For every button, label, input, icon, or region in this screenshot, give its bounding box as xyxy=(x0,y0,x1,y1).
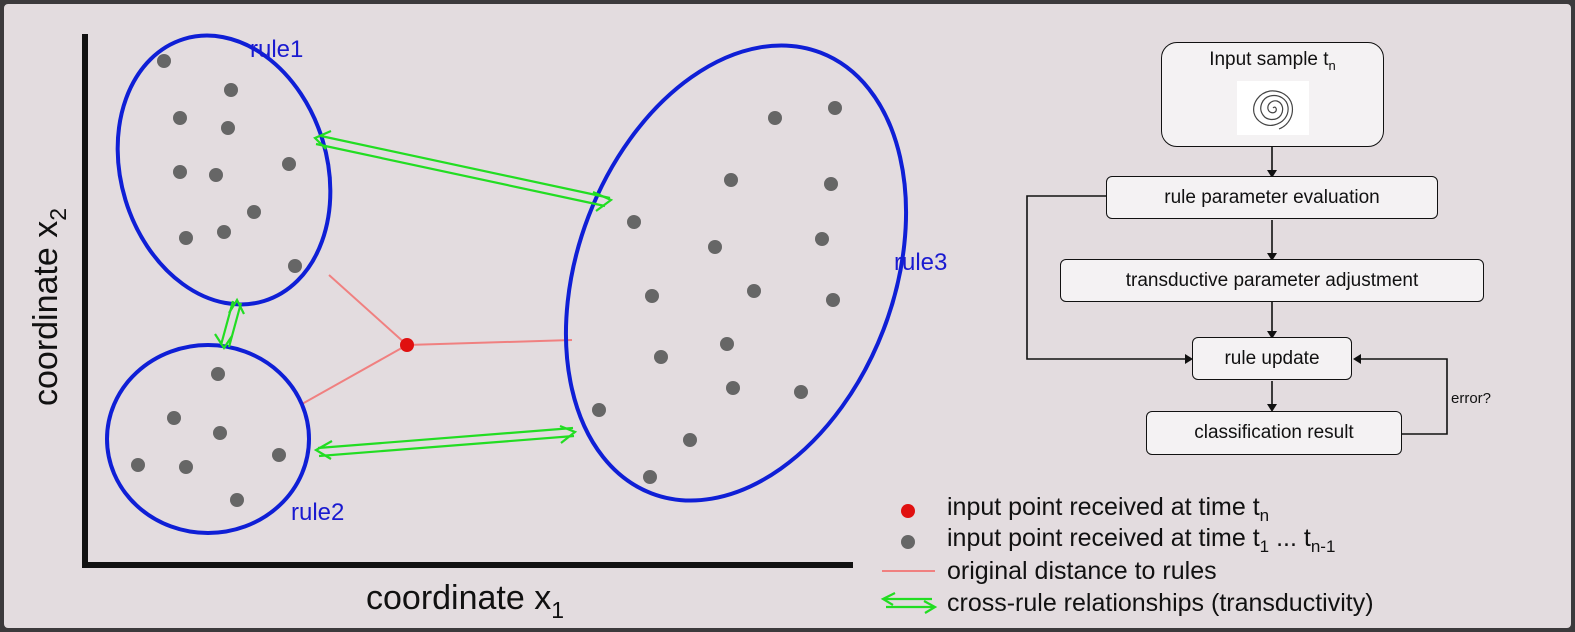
legend-gray-label: input point received at time t1 ... tn-1 xyxy=(947,524,1336,556)
sample-point xyxy=(708,240,722,254)
sample-point xyxy=(282,157,296,171)
sample-point xyxy=(720,337,734,351)
classification-result-box: classification result xyxy=(1146,411,1402,455)
transductive-adjustment-box: transductive parameter adjustment xyxy=(1060,259,1484,302)
sample-point xyxy=(209,168,223,182)
sample-point xyxy=(645,289,659,303)
rule2-label: rule2 xyxy=(291,499,344,526)
distance-line-rule2 xyxy=(301,344,408,405)
sample-point xyxy=(272,448,286,462)
sample-point xyxy=(179,231,193,245)
sample-point xyxy=(592,403,606,417)
sample-point xyxy=(794,385,808,399)
error-loop-label: error? xyxy=(1451,390,1491,407)
legend-line-label: original distance to rules xyxy=(947,557,1217,585)
sample-point xyxy=(230,493,244,507)
spiral-icon xyxy=(1252,90,1293,130)
arrow-rule2-rule3 xyxy=(313,424,578,460)
distance-lines xyxy=(301,274,573,405)
rule1-label: rule1 xyxy=(250,36,303,63)
sample-point xyxy=(643,470,657,484)
spiral-sample-image xyxy=(1236,80,1309,135)
sample-point xyxy=(724,173,738,187)
axes xyxy=(82,34,853,568)
sample-point xyxy=(179,460,193,474)
y-axis-label: coordinate x2 xyxy=(27,208,71,406)
sample-point xyxy=(224,83,238,97)
distance-line-rule1 xyxy=(328,274,408,346)
scatter-diagram: rule1 rule2 rule3 xyxy=(27,33,1491,623)
sample-point xyxy=(683,433,697,447)
sample-point xyxy=(221,121,235,135)
arrow-rule1-rule2 xyxy=(214,297,245,351)
x-axis-label: coordinate x1 xyxy=(366,579,564,623)
distance-line-rule3 xyxy=(406,339,573,346)
legend-red-dot xyxy=(901,504,915,518)
relation-arrows xyxy=(214,129,614,460)
sample-point xyxy=(247,205,261,219)
sample-point xyxy=(157,54,171,68)
flow-connectors xyxy=(1026,147,1448,435)
sample-point xyxy=(173,111,187,125)
new-input-point xyxy=(400,338,414,352)
sample-point xyxy=(167,411,181,425)
input-sample-box: Input sample tn xyxy=(1161,42,1384,147)
rule1-ellipse xyxy=(115,33,333,307)
sample-point xyxy=(654,350,668,364)
rule-update-box: rule update xyxy=(1192,337,1352,380)
rule3-ellipse xyxy=(563,43,909,503)
sample-point xyxy=(824,177,838,191)
sample-point xyxy=(627,215,641,229)
rule2-ellipse xyxy=(105,343,311,535)
sample-point xyxy=(747,284,761,298)
sample-point xyxy=(288,259,302,273)
legend-arrow-label: cross-rule relationships (transductivity… xyxy=(947,589,1374,617)
sample-point xyxy=(173,165,187,179)
sample-point xyxy=(217,225,231,239)
sample-point xyxy=(213,426,227,440)
sample-point xyxy=(828,101,842,115)
sample-points xyxy=(131,54,842,507)
legend-gray-dot xyxy=(901,535,915,549)
rule3-label: rule3 xyxy=(894,249,947,276)
flow-arrowheads xyxy=(1185,170,1361,412)
sample-point xyxy=(211,367,225,381)
sample-point xyxy=(768,111,782,125)
sample-point xyxy=(131,458,145,472)
sample-point xyxy=(726,381,740,395)
legend-arrow-icon xyxy=(880,592,938,614)
input-sample-title: Input sample tn xyxy=(1209,49,1336,73)
sample-point xyxy=(826,293,840,307)
rule-parameter-evaluation-box: rule parameter evaluation xyxy=(1106,176,1438,219)
legend-red-label: input point received at time tn xyxy=(947,493,1270,525)
arrow-rule1-rule3 xyxy=(313,129,614,212)
sample-point xyxy=(815,232,829,246)
